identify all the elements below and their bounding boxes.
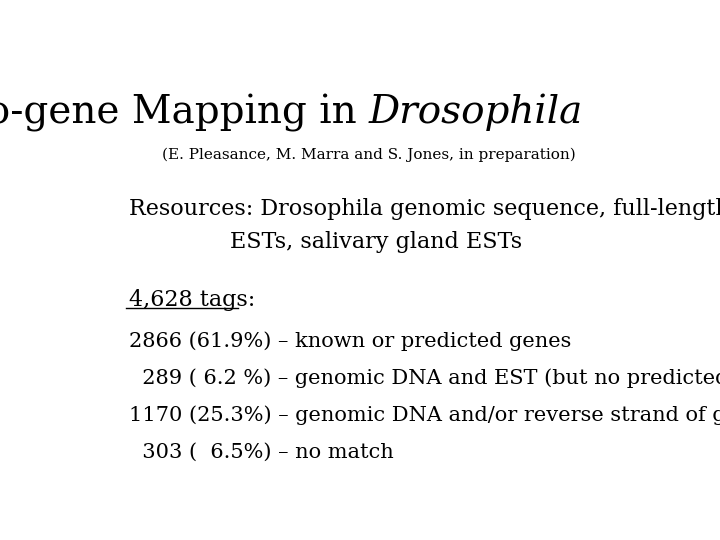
Text: 2866 (61.9%) – known or predicted genes: 2866 (61.9%) – known or predicted genes bbox=[129, 331, 572, 350]
Text: Resources: Drosophila genomic sequence, full-length cDNAs,: Resources: Drosophila genomic sequence, … bbox=[129, 198, 720, 220]
Text: 4,628 tags:: 4,628 tags: bbox=[129, 289, 256, 312]
Text: Drosophila: Drosophila bbox=[369, 94, 583, 131]
Text: 303 (  6.5%) – no match: 303 ( 6.5%) – no match bbox=[129, 443, 394, 462]
Text: ESTs, salivary gland ESTs: ESTs, salivary gland ESTs bbox=[230, 231, 521, 253]
Text: (E. Pleasance, M. Marra and S. Jones, in preparation): (E. Pleasance, M. Marra and S. Jones, in… bbox=[162, 148, 576, 163]
Text: Tag-to-gene Mapping in: Tag-to-gene Mapping in bbox=[0, 94, 369, 132]
Text: 289 ( 6.2 %) – genomic DNA and EST (but no predicted gene): 289 ( 6.2 %) – genomic DNA and EST (but … bbox=[129, 368, 720, 388]
Text: 1170 (25.3%) – genomic DNA and/or reverse strand of gene: 1170 (25.3%) – genomic DNA and/or revers… bbox=[129, 406, 720, 426]
